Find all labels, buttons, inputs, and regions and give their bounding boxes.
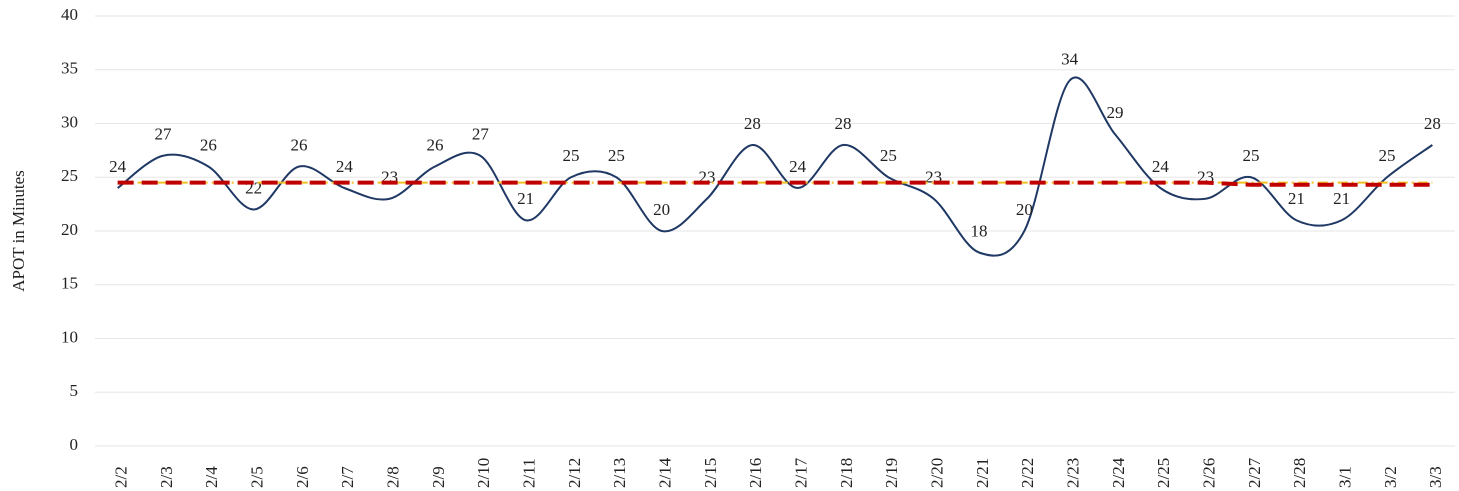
x-tick-label: 2/18 — [837, 458, 856, 488]
x-tick-label: 2/5 — [248, 466, 267, 488]
data-label: 27 — [472, 125, 490, 144]
line-dashed — [117, 180, 1433, 187]
x-tick-label: 3/3 — [1426, 466, 1445, 488]
data-label: 27 — [155, 125, 173, 144]
y-tick-label: 20 — [61, 220, 78, 239]
data-label: 25 — [880, 146, 897, 165]
data-label: 28 — [835, 114, 852, 133]
data-label: 20 — [1016, 200, 1033, 219]
x-tick-label: 3/2 — [1381, 466, 1400, 488]
x-tick-label: 2/15 — [701, 458, 720, 488]
data-label: 26 — [200, 135, 217, 154]
x-tick-label: 2/26 — [1200, 458, 1219, 488]
data-label: 25 — [1379, 146, 1396, 165]
x-tick-label: 2/23 — [1064, 458, 1083, 488]
data-label: 34 — [1061, 49, 1079, 68]
data-label: 21 — [1288, 189, 1305, 208]
x-tick-label: 2/28 — [1290, 458, 1309, 488]
x-tick-label: 2/17 — [792, 457, 811, 488]
y-tick-label: 10 — [61, 327, 78, 346]
data-label: 24 — [789, 157, 807, 176]
x-tick-label: 2/9 — [429, 466, 448, 488]
y-tick-label: 25 — [61, 166, 78, 185]
data-label: 29 — [1107, 103, 1124, 122]
x-tick-label: 2/20 — [928, 458, 947, 488]
data-label: 21 — [517, 189, 534, 208]
x-tick-label: 2/3 — [157, 466, 176, 488]
y-tick-label: 40 — [61, 5, 78, 24]
data-label: 28 — [1424, 114, 1441, 133]
x-tick-label: 2/21 — [973, 458, 992, 488]
data-label: 24 — [1152, 157, 1170, 176]
x-tick-label: 2/11 — [520, 458, 539, 488]
data-label: 24 — [109, 157, 127, 176]
y-tick-label: 30 — [61, 112, 78, 131]
data-label: 26 — [427, 135, 444, 154]
x-tick-label: 2/14 — [656, 457, 675, 488]
x-tick-label: 2/16 — [746, 458, 765, 488]
x-tick-label: 2/22 — [1018, 458, 1037, 488]
x-tick-label: 2/4 — [202, 466, 221, 488]
x-tick-label: 2/12 — [565, 458, 584, 488]
data-label: 26 — [291, 135, 308, 154]
line-smooth — [117, 76, 1433, 257]
y-tick-label: 35 — [61, 59, 78, 78]
data-label: 20 — [653, 200, 670, 219]
data-label: 25 — [563, 146, 580, 165]
y-tick-label: 5 — [70, 381, 79, 400]
x-tick-label: 2/24 — [1109, 457, 1128, 488]
y-axis-label: APOT in Minutes — [9, 170, 28, 292]
data-label: 28 — [744, 114, 761, 133]
data-label: 25 — [608, 146, 625, 165]
x-tick-label: 2/7 — [338, 466, 357, 488]
x-tick-label: 3/1 — [1336, 466, 1355, 488]
data-label: 21 — [1333, 189, 1350, 208]
x-tick-label: 2/27 — [1245, 457, 1264, 488]
x-tick-label: 2/10 — [474, 458, 493, 488]
data-label: 18 — [971, 221, 988, 240]
data-label: 25 — [1243, 146, 1260, 165]
x-tick-label: 2/2 — [112, 466, 131, 488]
y-tick-label: 0 — [70, 435, 79, 454]
data-label: 24 — [336, 157, 354, 176]
x-tick-label: 2/13 — [610, 458, 629, 488]
x-tick-label: 2/25 — [1154, 458, 1173, 488]
y-tick-label: 15 — [61, 274, 78, 293]
x-tick-label: 2/6 — [293, 466, 312, 488]
x-tick-label: 2/19 — [882, 458, 901, 488]
x-tick-label: 2/8 — [384, 466, 403, 488]
